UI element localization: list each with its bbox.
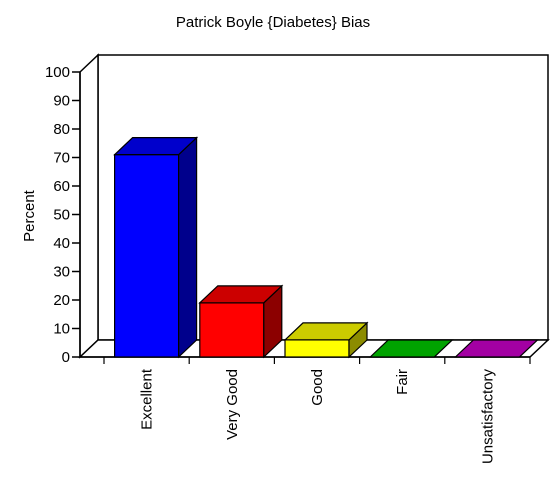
- bar-excellent: [113, 136, 199, 359]
- y-tick-label: 90: [53, 93, 70, 110]
- y-tick-label: 40: [53, 235, 70, 252]
- chart-title: Patrick Boyle {Diabetes} Bias: [176, 14, 370, 31]
- bar-good: [283, 321, 369, 359]
- bar-top: [113, 137, 199, 156]
- x-tick-label: Excellent: [139, 368, 156, 430]
- bar-top: [368, 339, 454, 358]
- bar-front: [199, 302, 265, 358]
- y-axis: 0 10 20 30 40 50 60 70 80 90 100: [45, 64, 80, 366]
- bar-front: [284, 339, 350, 358]
- y-tick-label: 100: [45, 64, 70, 81]
- y-tick-label: 50: [53, 207, 70, 224]
- bars: [113, 136, 539, 359]
- y-tick-label: 10: [53, 321, 70, 338]
- y-tick-label: 80: [53, 121, 70, 138]
- bar-fair: [368, 339, 454, 358]
- y-tick-label: 20: [53, 292, 70, 309]
- y-tick-label: 70: [53, 150, 70, 167]
- y-axis-label: Percent: [21, 189, 38, 242]
- bar-top: [453, 339, 539, 358]
- bar-side: [178, 136, 198, 359]
- bar-very-good: [198, 284, 284, 359]
- bar-front: [113, 154, 180, 358]
- bar-unsatisfactory: [453, 339, 539, 358]
- x-tick-label: Fair: [394, 369, 411, 395]
- y-tick-label: 0: [62, 349, 70, 366]
- y-tick-label: 60: [53, 178, 70, 195]
- bar-top: [198, 285, 284, 304]
- x-tick-label: Good: [309, 369, 326, 406]
- y-tick-label: 30: [53, 264, 70, 281]
- side-wall: [79, 53, 99, 359]
- bar-top: [283, 322, 369, 341]
- x-axis: Excellent Very Good Good Fair Unsatisfactory: [103, 357, 531, 465]
- x-tick-label: Unsatisfactory: [479, 369, 496, 465]
- x-tick-label: Very Good: [224, 369, 241, 440]
